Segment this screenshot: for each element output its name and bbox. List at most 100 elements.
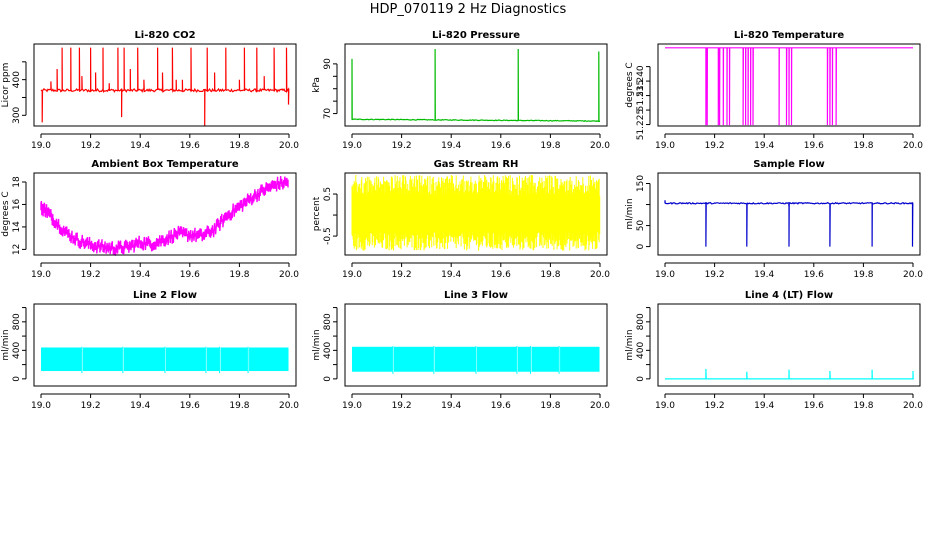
plot-frame xyxy=(33,303,297,387)
data-line xyxy=(665,368,914,380)
x-tick-label: 20.0 xyxy=(590,141,610,151)
data-band xyxy=(517,346,531,372)
y-axis-label: ml/min xyxy=(1,329,11,360)
x-tick-label: 19.2 xyxy=(81,401,101,411)
x-tick-label: 19.8 xyxy=(853,270,873,280)
x-tick-label: 19.6 xyxy=(180,141,200,151)
y-tick-label: 50 xyxy=(636,220,646,232)
chart-title: Sample Flow xyxy=(753,159,825,170)
data-band xyxy=(206,347,220,372)
data-line xyxy=(664,200,914,247)
plot-frame xyxy=(344,172,608,256)
y-tick-label: 0 xyxy=(636,243,646,249)
plot-frame xyxy=(344,303,608,387)
y-tick-label: 51.225 xyxy=(636,109,646,141)
y-tick-label: 18 xyxy=(12,176,22,188)
x-tick-label: 19.4 xyxy=(754,270,774,280)
y-axis-label: kPa xyxy=(312,77,322,93)
data-band xyxy=(560,346,600,372)
y-tick-label: 51.240 xyxy=(636,65,646,97)
x-tick-label: 19.4 xyxy=(441,141,461,151)
y-tick-label: 70 xyxy=(323,108,333,120)
x-tick-label: 19.4 xyxy=(441,401,461,411)
chart-panel-1: Li-820 CO2 19.0 19.2 19.4 19.6 19.8 20.0 300 400… xyxy=(1,30,299,151)
x-tick-label: 19.8 xyxy=(229,401,249,411)
chart-title: Gas Stream RH xyxy=(434,159,519,170)
x-tick-label: 20.0 xyxy=(903,401,923,411)
x-tick-label: 19.6 xyxy=(180,270,200,280)
plot-frame xyxy=(657,172,921,256)
x-tick-label: 19.8 xyxy=(229,270,249,280)
plot-frame xyxy=(344,43,608,127)
data-band xyxy=(393,346,434,372)
chart-panel-8: Line 3 Flow 19.0 19.2 19.4 19.6 19.8 20.0 0 400 8… xyxy=(312,290,610,411)
y-tick-label: 0.5 xyxy=(323,187,333,201)
x-tick-label: 19.8 xyxy=(540,141,560,151)
y-tick-label: 800 xyxy=(12,313,22,330)
data-line xyxy=(351,48,601,123)
x-tick-label: 19.2 xyxy=(392,270,412,280)
x-tick-label: 19.6 xyxy=(804,141,824,151)
data-line xyxy=(40,47,290,127)
x-tick-label: 19.2 xyxy=(705,270,725,280)
x-tick-label: 19.6 xyxy=(804,401,824,411)
plot-frame xyxy=(657,303,921,387)
data-band xyxy=(249,347,289,372)
x-tick-label: 19.2 xyxy=(392,141,412,151)
x-tick-label: 19.2 xyxy=(392,401,412,411)
x-tick-label: 19.8 xyxy=(853,401,873,411)
y-axis-label: ml/min xyxy=(312,329,322,360)
chart-panel-7: Line 2 Flow 19.0 19.2 19.4 19.6 19.8 20.0 0 400 8… xyxy=(1,290,299,411)
x-tick-label: 19.4 xyxy=(130,141,150,151)
x-tick-label: 19.0 xyxy=(655,270,675,280)
y-tick-label: 0 xyxy=(323,376,333,382)
y-tick-label: -0.5 xyxy=(323,227,333,245)
y-tick-label: 14 xyxy=(12,221,22,233)
x-tick-label: 19.0 xyxy=(655,141,675,151)
data-line xyxy=(40,176,289,256)
data-band xyxy=(476,346,517,372)
x-tick-label: 19.2 xyxy=(705,141,725,151)
x-tick-label: 20.0 xyxy=(903,270,923,280)
x-tick-label: 19.8 xyxy=(853,141,873,151)
x-tick-label: 19.0 xyxy=(342,270,362,280)
y-tick-label: 400 xyxy=(636,341,646,358)
x-tick-label: 19.0 xyxy=(31,270,51,280)
x-tick-label: 19.4 xyxy=(130,401,150,411)
data-line xyxy=(665,47,913,126)
data-band xyxy=(434,346,476,372)
data-line xyxy=(351,175,601,251)
x-tick-label: 19.8 xyxy=(229,141,249,151)
chart-title: Li-820 Temperature xyxy=(734,30,844,41)
x-tick-label: 19.0 xyxy=(655,401,675,411)
x-tick-label: 19.2 xyxy=(705,401,725,411)
x-tick-label: 19.8 xyxy=(540,270,560,280)
chart-title: Li-820 Pressure xyxy=(432,30,520,41)
chart-title: Line 2 Flow xyxy=(133,290,197,301)
x-tick-label: 19.6 xyxy=(491,401,511,411)
x-tick-label: 20.0 xyxy=(279,401,299,411)
y-tick-label: 400 xyxy=(323,341,333,358)
chart-panel-9: Line 4 (LT) Flow 19.0 19.2 19.4 19.6 19.8 20.0… xyxy=(625,290,923,411)
y-tick-label: 90 xyxy=(323,58,333,70)
x-tick-label: 19.0 xyxy=(342,141,362,151)
y-axis-label: Licor ppm xyxy=(1,63,11,108)
data-band xyxy=(165,347,206,372)
x-tick-label: 19.4 xyxy=(441,270,461,280)
chart-panel-4: Ambient Box Temperature 19.0 19.2 19.4 19.6 1… xyxy=(1,159,299,280)
y-tick-label: 300 xyxy=(12,106,22,123)
plot-frame xyxy=(33,43,297,127)
x-tick-label: 19.6 xyxy=(491,141,511,151)
chart-panel-3: Li-820 Temperature 19.0 19.2 19.4 19.6 19.8 20… xyxy=(625,30,923,151)
series-li-820-temperature xyxy=(665,47,913,126)
x-tick-label: 20.0 xyxy=(279,141,299,151)
x-tick-label: 20.0 xyxy=(279,270,299,280)
chart-panel-5: Gas Stream RH 19.0 19.2 19.4 19.6 19.8 20.0 -0.… xyxy=(312,159,610,280)
y-tick-label: 16 xyxy=(12,198,22,210)
y-tick-label: 150 xyxy=(636,175,646,192)
x-tick-label: 19.0 xyxy=(31,141,51,151)
y-tick-label: 800 xyxy=(323,313,333,330)
x-tick-label: 19.0 xyxy=(31,401,51,411)
chart-title: Line 3 Flow xyxy=(444,290,508,301)
